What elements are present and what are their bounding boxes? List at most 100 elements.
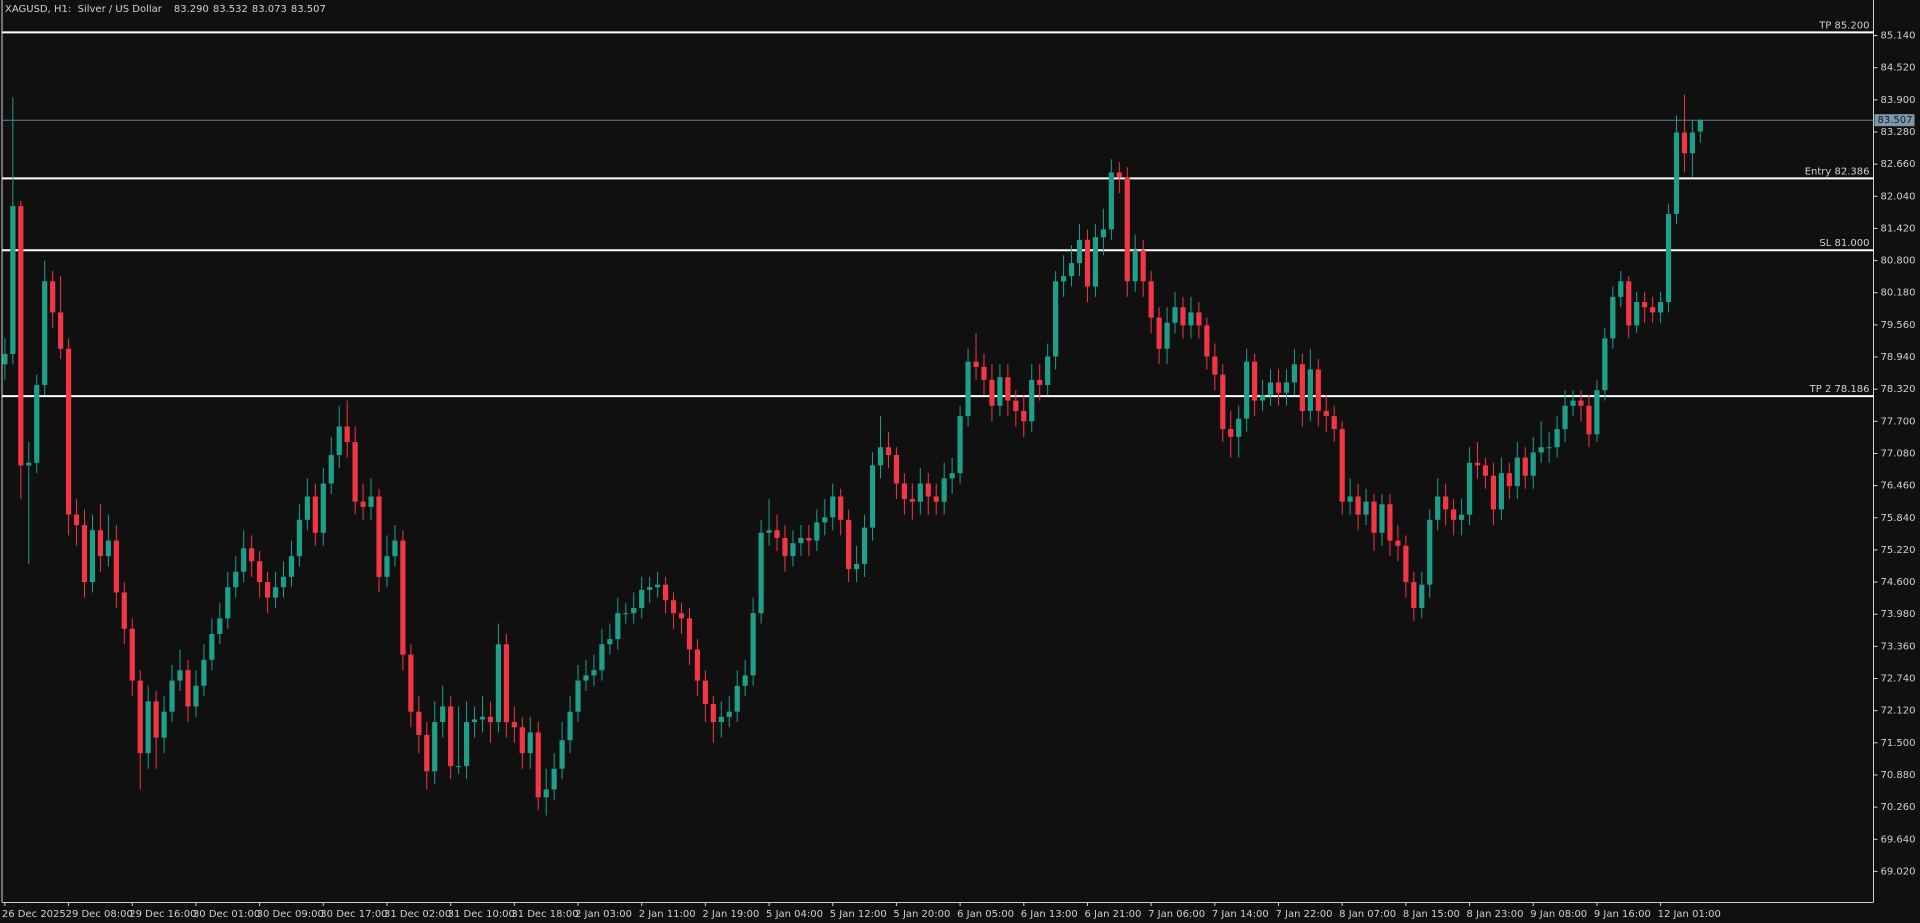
candle-body <box>1538 447 1544 453</box>
candle-body <box>1387 504 1393 541</box>
candle-body <box>631 607 637 614</box>
y-tick-label: 83.900 <box>1881 95 1916 106</box>
candle-body <box>1403 545 1409 583</box>
candle-body <box>328 455 334 484</box>
candle-body <box>917 483 923 502</box>
y-tick-label: 77.700 <box>1881 416 1916 427</box>
candle-body <box>217 618 223 634</box>
candle-body <box>1665 213 1672 303</box>
y-tick-label: 75.220 <box>1881 545 1916 556</box>
candle-body <box>551 768 557 790</box>
candle-body <box>177 670 183 681</box>
candle-body <box>710 703 716 723</box>
y-tick-label: 79.560 <box>1881 320 1916 331</box>
y-tick-label: 84.520 <box>1881 63 1916 74</box>
x-tick-label: 2 Jan 11:00 <box>639 909 696 920</box>
candle-body <box>1267 382 1274 396</box>
candle-body <box>957 416 963 474</box>
candle-body <box>1610 296 1616 339</box>
candle-body <box>495 644 502 723</box>
candle-body <box>1283 382 1290 393</box>
candle-body <box>543 789 549 798</box>
candle-body <box>686 618 693 650</box>
candle-body <box>1626 281 1632 326</box>
candle-body <box>1379 504 1385 533</box>
candle-body <box>869 465 876 528</box>
candle-body <box>153 701 159 738</box>
candle-body <box>42 281 48 386</box>
candle-body <box>1259 395 1266 401</box>
y-tick-label: 72.120 <box>1881 706 1916 717</box>
y-tick-label: 77.080 <box>1881 448 1916 459</box>
candle-body <box>296 519 303 557</box>
candle-body <box>1299 364 1305 411</box>
candle-body <box>989 379 995 406</box>
x-tick-label: 26 Dec 2025 <box>2 909 66 920</box>
candle-body <box>185 670 191 707</box>
candle-body <box>1443 496 1449 510</box>
x-tick-label: 5 Jan 12:00 <box>830 909 887 920</box>
candle-body <box>58 312 64 349</box>
x-tick-label: 29 Dec 16:00 <box>129 909 196 920</box>
candle-body <box>1650 307 1656 313</box>
candle-body <box>782 537 788 557</box>
candle-body <box>1132 250 1138 282</box>
candle-body <box>1140 250 1146 282</box>
candle-body <box>479 716 486 720</box>
y-tick-label: 80.180 <box>1881 288 1916 299</box>
candle-body <box>249 548 255 562</box>
candle-body <box>1068 263 1075 277</box>
candle-body <box>1578 400 1584 406</box>
candle-body <box>814 522 820 541</box>
candle-body <box>1474 462 1481 466</box>
candle-body <box>1220 374 1226 430</box>
candle-body <box>1522 457 1528 476</box>
header-title: XAGUSD, H1: Silver / US Dollar <box>5 4 163 15</box>
candle-body <box>34 385 40 463</box>
candle-body <box>169 680 175 712</box>
candle-body <box>591 670 597 676</box>
candle-body <box>440 706 446 723</box>
candle-body <box>766 530 772 533</box>
candle-body <box>448 706 454 767</box>
x-tick-label: 8 Jan 15:00 <box>1403 909 1460 920</box>
candle-body <box>416 711 422 736</box>
candle-body <box>1005 377 1011 401</box>
candle-body <box>615 613 621 640</box>
x-tick-label: 7 Jan 22:00 <box>1276 909 1333 920</box>
candle-body <box>384 556 390 577</box>
candle-body <box>360 501 366 507</box>
candle-body <box>734 685 740 712</box>
candle-body <box>965 361 971 417</box>
level-label: TP 85.200 <box>1818 20 1869 31</box>
y-tick-label: 70.880 <box>1881 770 1916 781</box>
level-label: Entry 82.386 <box>1805 166 1870 177</box>
candle-body <box>575 680 581 712</box>
candle-body <box>1037 379 1043 386</box>
candle-body <box>1466 462 1473 515</box>
candle-body <box>1506 473 1512 487</box>
candle-body <box>201 659 207 686</box>
candle-body <box>1228 429 1234 437</box>
candle-body <box>400 540 406 655</box>
candle-body <box>1570 400 1576 406</box>
y-tick-label: 78.940 <box>1881 352 1916 363</box>
candle-body <box>344 426 350 443</box>
candle-body <box>1116 172 1122 178</box>
candle-body <box>1490 475 1497 510</box>
candle-body <box>718 716 724 723</box>
candle-body <box>670 600 677 614</box>
x-tick-label: 6 Jan 21:00 <box>1084 909 1141 920</box>
candle-body <box>758 532 764 614</box>
candle-body <box>1331 416 1337 430</box>
candle-body <box>941 478 947 502</box>
candle-body <box>806 537 812 541</box>
candle-body <box>607 639 613 645</box>
candle-body <box>527 732 533 754</box>
candle-body <box>1602 338 1608 391</box>
x-tick-label: 12 Jan 01:00 <box>1658 909 1721 920</box>
candle-body <box>790 543 796 557</box>
candle-body <box>678 613 685 619</box>
candle-body <box>1697 120 1703 132</box>
candle-body <box>1435 496 1441 520</box>
